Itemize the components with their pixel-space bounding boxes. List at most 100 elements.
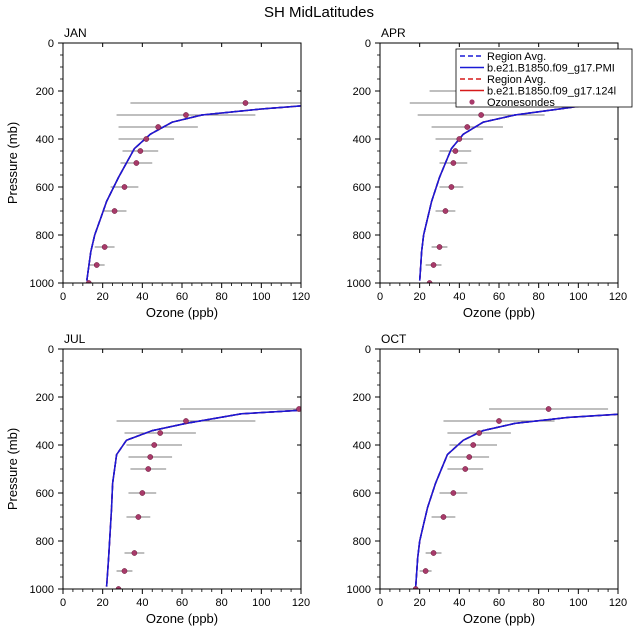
y-tick-label: 800 xyxy=(353,536,371,548)
x-tick-label: 100 xyxy=(569,597,587,609)
x-tick-label: 80 xyxy=(533,291,545,303)
plot-area xyxy=(412,406,618,589)
sonde-point xyxy=(430,262,437,268)
x-tick-label: 80 xyxy=(216,597,228,609)
sonde-point xyxy=(422,568,429,574)
x-axis-label: Ozone (ppb) xyxy=(463,305,535,320)
series-line-1 xyxy=(86,105,301,281)
series-line-3 xyxy=(418,99,618,281)
plot-frame xyxy=(62,348,302,590)
panel-label: APR xyxy=(381,26,406,40)
y-tick-label: 400 xyxy=(36,440,54,452)
y-tick-label: 800 xyxy=(353,230,371,242)
panel-jan: 0 20 40 60 80 100 120 0 200 400 600 800 1000 JAN Ozone… xyxy=(5,26,310,320)
sonde-point xyxy=(143,136,150,142)
y-tick-label: 800 xyxy=(36,230,54,242)
legend-label: Ozonesondes xyxy=(487,97,555,109)
series-line-3 xyxy=(86,105,301,281)
x-tick-label: 60 xyxy=(176,291,188,303)
x-tick-label: 0 xyxy=(60,291,66,303)
y-tick-label: 1000 xyxy=(30,584,54,596)
sonde-point xyxy=(183,418,189,424)
sonde-point xyxy=(545,406,552,412)
x-tick-label: 40 xyxy=(453,597,465,609)
x-tick-label: 20 xyxy=(97,291,109,303)
sonde-point xyxy=(470,442,477,448)
sonde-point xyxy=(478,112,484,118)
series-line-1 xyxy=(418,99,618,281)
y-tick-label: 600 xyxy=(36,182,54,194)
sonde-point xyxy=(496,418,502,424)
sonde-point xyxy=(115,586,122,589)
y-tick-label: 0 xyxy=(365,344,371,356)
figure-title: SH MidLatitudes xyxy=(264,4,374,21)
sonde-point xyxy=(93,262,100,268)
series-line-2 xyxy=(414,413,618,587)
y-axis-label: Pressure (mb) xyxy=(5,122,20,204)
y-tick-label: 800 xyxy=(36,536,54,548)
x-tick-label: 20 xyxy=(414,597,426,609)
y-tick-label: 200 xyxy=(353,392,371,404)
sonde-point xyxy=(296,406,301,412)
x-tick-label: 20 xyxy=(414,291,426,303)
x-tick-label: 60 xyxy=(493,597,505,609)
sonde-point xyxy=(133,160,140,166)
panel-label: JUL xyxy=(64,332,86,346)
sonde-point xyxy=(137,148,144,154)
y-tick-label: 200 xyxy=(36,392,54,404)
legend-label: b.e21.B1850.f09_g17.PMI xyxy=(487,63,615,75)
x-tick-label: 40 xyxy=(136,291,148,303)
x-tick-label: 0 xyxy=(60,597,66,609)
x-tick-label: 120 xyxy=(292,597,310,609)
y-tick-label: 400 xyxy=(36,134,54,146)
sonde-point xyxy=(111,208,118,214)
sonde-point xyxy=(456,136,463,142)
legend-label: Region Avg. xyxy=(487,51,546,63)
series-line-4 xyxy=(414,413,618,587)
series-line-2 xyxy=(86,105,301,281)
legend: Region Avg.b.e21.B1850.f09_g17.PMIRegion… xyxy=(455,48,633,109)
x-tick-label: 120 xyxy=(609,597,627,609)
sonde-point xyxy=(450,160,457,166)
x-tick-label: 20 xyxy=(97,597,109,609)
sonde-point xyxy=(430,550,437,556)
plot-area xyxy=(85,100,301,283)
panel-label: OCT xyxy=(381,332,407,346)
sonde-point xyxy=(101,244,108,250)
series-line-3 xyxy=(414,413,618,587)
y-tick-label: 600 xyxy=(353,488,371,500)
y-axis-label: Pressure (mb) xyxy=(5,428,20,510)
series-line-2 xyxy=(418,99,618,281)
x-tick-label: 100 xyxy=(252,597,270,609)
sonde-point xyxy=(464,124,471,130)
y-tick-label: 600 xyxy=(36,488,54,500)
legend-box xyxy=(455,48,633,108)
sonde-point xyxy=(440,514,447,520)
sonde-point xyxy=(121,184,128,190)
panel-apr: 0 20 40 60 80 100 120 0 200 400 600 800 1000 APR Ozone… xyxy=(347,26,628,320)
y-tick-label: 1000 xyxy=(347,278,371,290)
sonde-point xyxy=(151,442,158,448)
y-tick-label: 0 xyxy=(48,344,54,356)
y-tick-label: 400 xyxy=(353,134,371,146)
x-tick-label: 80 xyxy=(216,291,228,303)
x-axis-label: Ozone (ppb) xyxy=(463,611,535,626)
sonde-point xyxy=(412,586,419,589)
x-tick-label: 40 xyxy=(453,291,465,303)
panel-oct: 0 20 40 60 80 100 120 0 200 400 600 800 1000 OCT Ozone… xyxy=(347,332,628,626)
series-line-4 xyxy=(86,105,301,281)
sonde-point xyxy=(450,490,457,496)
legend-label: Region Avg. xyxy=(487,74,546,86)
y-tick-label: 400 xyxy=(353,440,371,452)
sonde-point xyxy=(139,490,146,496)
sonde-point xyxy=(436,244,443,250)
x-tick-label: 0 xyxy=(377,597,383,609)
x-tick-label: 120 xyxy=(292,291,310,303)
sonde-point xyxy=(131,550,138,556)
plot-area xyxy=(409,88,618,283)
y-tick-label: 1000 xyxy=(347,584,371,596)
sonde-point xyxy=(452,148,459,154)
sonde-point xyxy=(183,112,189,118)
x-tick-label: 60 xyxy=(493,291,505,303)
y-tick-label: 0 xyxy=(365,38,371,50)
